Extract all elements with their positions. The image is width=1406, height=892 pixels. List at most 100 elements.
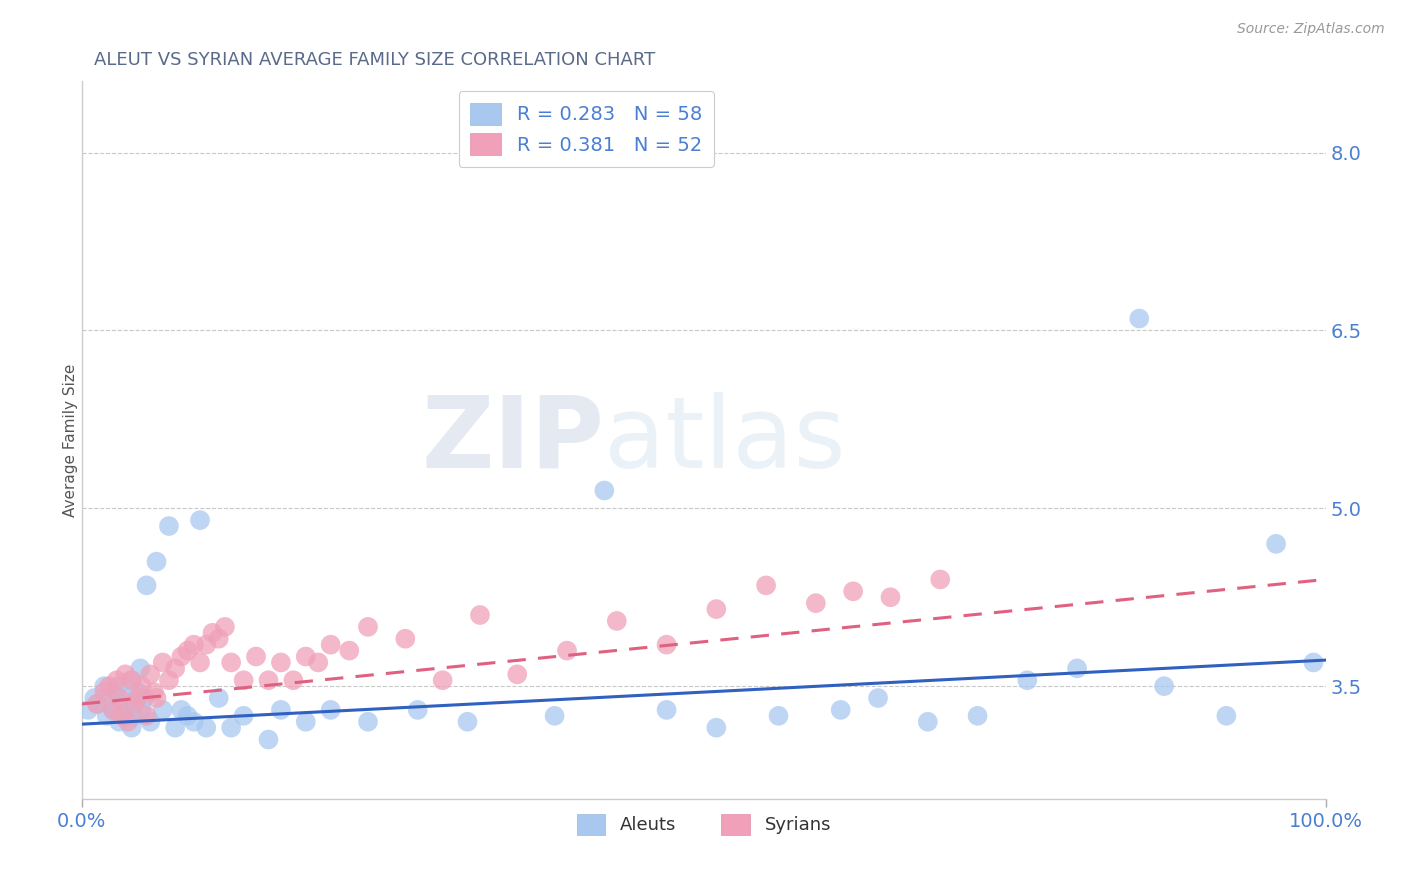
Text: ZIP: ZIP [422,392,605,489]
Point [115,691,138,706]
Point [555,643,578,657]
Point [121,721,143,735]
Point [257,732,280,747]
Point [93,679,115,693]
Point [129,661,152,675]
Point [655,703,678,717]
Point [176,643,198,657]
Point [127,685,149,699]
Point [108,714,131,729]
Point [842,584,865,599]
Point [127,691,149,706]
Point [101,703,124,717]
Point [114,708,136,723]
Y-axis label: Average Family Size: Average Family Size [63,363,79,516]
Point [96,708,118,723]
Point [183,638,205,652]
Point [188,513,211,527]
Point [139,667,162,681]
Point [98,679,121,693]
Point [139,714,162,729]
Point [157,673,180,688]
Point [165,661,187,675]
Point [283,673,305,688]
Point [86,697,108,711]
Point [108,691,131,706]
Point [105,673,128,688]
Point [319,703,342,717]
Point [1153,679,1175,693]
Point [704,721,727,735]
Point [214,620,236,634]
Point [111,697,134,711]
Point [104,685,127,699]
Point [655,638,678,652]
Point [232,673,254,688]
Point [98,691,121,706]
Point [406,703,429,717]
Point [1128,311,1150,326]
Point [132,691,155,706]
Point [804,596,827,610]
Point [121,673,143,688]
Point [1017,673,1039,688]
Point [704,602,727,616]
Point [357,714,380,729]
Point [432,673,454,688]
Point [457,714,479,729]
Point [101,703,124,717]
Point [966,708,988,723]
Point [208,691,231,706]
Point [145,691,167,706]
Point [114,667,136,681]
Point [111,708,134,723]
Point [257,673,280,688]
Point [1265,537,1288,551]
Point [357,620,380,634]
Point [176,708,198,723]
Point [768,708,790,723]
Point [122,697,145,711]
Point [118,703,141,717]
Point [1215,708,1237,723]
Point [468,607,491,622]
Point [606,614,628,628]
Point [208,632,231,646]
Point [245,649,267,664]
Point [83,691,105,706]
Point [543,708,565,723]
Point [294,649,316,664]
Point [830,703,852,717]
Point [294,714,316,729]
Point [219,656,242,670]
Point [170,649,193,664]
Point [93,685,115,699]
Point [270,703,292,717]
Point [152,656,174,670]
Point [219,721,242,735]
Legend: Aleuts, Syrians: Aleuts, Syrians [568,805,841,844]
Point [165,721,187,735]
Point [188,656,211,670]
Point [135,578,157,592]
Point [201,625,224,640]
Point [319,638,342,652]
Point [131,679,153,693]
Point [183,714,205,729]
Text: atlas: atlas [605,392,846,489]
Point [593,483,616,498]
Point [108,679,131,693]
Point [232,708,254,723]
Point [170,703,193,717]
Point [152,703,174,717]
Point [157,519,180,533]
Point [87,697,110,711]
Point [195,638,218,652]
Point [394,632,416,646]
Point [195,721,218,735]
Point [879,591,901,605]
Point [755,578,778,592]
Point [337,643,360,657]
Point [1302,656,1324,670]
Point [143,685,166,699]
